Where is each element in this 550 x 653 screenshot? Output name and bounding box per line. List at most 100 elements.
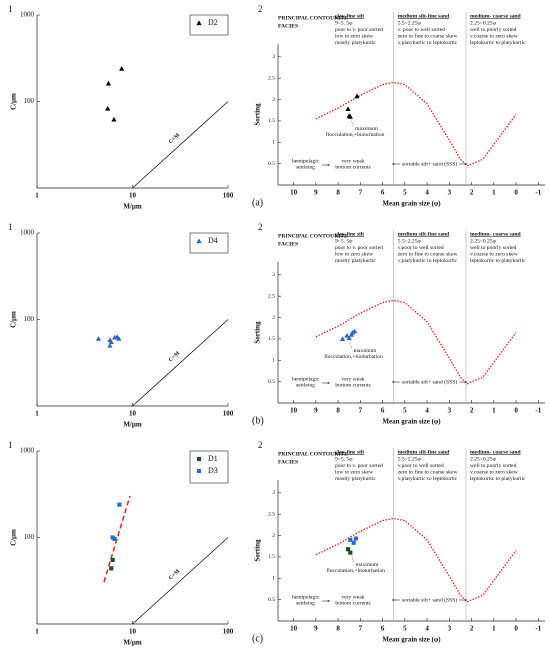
y-tick-label: 100 [24,97,35,105]
x-tick-label: 7 [359,189,363,197]
facies-title: clay-fine silt [335,13,364,19]
x-tick-label: 10 [129,628,137,636]
y-tick-label: 1.5 [268,118,275,124]
x-tick-label: 4 [425,407,429,415]
note-pointer [351,555,354,562]
facies-text: zero to fine to coarse skew [398,32,459,39]
facies-text: leptokurtic to platykurtic [470,40,526,46]
facies-text: 2.25~0.25φ [470,20,497,26]
facies-text: v. poor to well sorted [398,27,446,33]
point [348,537,353,542]
point [348,550,353,555]
y-axis-label: C/μm [10,529,18,546]
y-tick-label: 0.5 [268,161,275,167]
facies-text: well to poorly sorted [470,463,517,469]
facies-text: v.poor to well sorted [398,245,444,251]
facies-heading: FACIES [278,23,298,29]
facies-heading: FACIES [278,241,298,247]
annotation: bottom currents [335,164,370,170]
point [110,557,115,563]
legend-label: D1 [208,454,218,463]
point [339,336,346,341]
annotation: flocculation,+bioturbation [326,567,385,574]
x-tick-label: 1 [492,189,496,197]
y-tick-label: 3 [272,490,275,496]
panel-number: 2 [258,222,263,232]
x-tick-label: 6 [381,407,385,415]
y-tick-label: 100 [24,315,35,323]
arrow-head [392,380,395,384]
facies-title: medium silt-fine sand [398,231,450,237]
x-tick-label: 0 [514,407,518,415]
x-axis-label: Mean grain size (φ) [382,200,441,208]
legend-label: D4 [208,236,218,245]
facies-title: clay-fine silt [335,449,364,455]
x-axis-label: M/μm [123,639,142,647]
arrow-head [327,381,330,385]
legend-label: D3 [208,466,218,475]
panel-number: 1 [8,440,13,450]
x-tick-label: 9 [314,625,318,633]
annotation: sortable silt+ sand (SSS) [402,596,457,603]
point [354,93,360,99]
x-axis-label: M/μm [123,421,142,429]
point [95,336,102,341]
facies-text: low to zero skew [335,33,374,39]
panel-number: 1 [8,4,13,14]
annotation: maximum [356,562,379,568]
facies-title: medium silt-fine sand [398,449,450,455]
trend-curve [315,81,517,167]
facies-text: 2.25~0.25φ [470,238,497,244]
facies-text: 9~5. 5φ [335,20,353,26]
point [114,334,120,339]
annotation: very weak [341,594,364,600]
trend-line [103,495,131,583]
annotation: bottom currents [335,382,370,388]
reference-line [132,537,229,625]
x-tick-label: 9 [314,407,318,415]
y-tick-label: 1 [272,358,275,364]
arrow-head [464,162,467,166]
reference-line [132,101,229,189]
y-axis-label: C/μm [10,93,18,110]
x-tick-label: 100 [223,410,234,418]
facies-text: mostly platykurtic [335,258,376,264]
point [346,335,352,341]
legend-box [189,14,229,36]
legend-marker [196,456,202,462]
cm-plot: 1 1 10 100 100 1000 M/μm C/μm C=M D4 [8,222,234,429]
note-pointer [350,119,354,126]
y-tick-label: 1000 [20,447,35,455]
y-tick-label: 1 [272,576,275,582]
x-axis-label: M/μm [123,203,142,211]
x-tick-label: 2 [470,189,474,197]
x-tick-label: 7 [359,625,363,633]
x-tick-label: 0 [514,625,518,633]
point [111,116,117,122]
arrow-head [392,598,395,602]
y-tick-label: 0.5 [268,379,275,385]
facies-text: leptokurtic to platykurtic [470,258,526,264]
x-tick-label: 1 [492,407,496,415]
x-tick-label: 100 [223,628,234,636]
y-tick-label: 2 [272,97,275,103]
x-tick-label: 2 [470,625,474,633]
x-tick-label: -1 [535,407,541,415]
panel-letter: (b) [252,415,264,426]
facies-text: poor to v. poor sorted [335,245,383,251]
facies-text: well to poorly sorted [470,27,517,33]
x-tick-label: 5 [403,189,407,197]
y-tick-label: 1000 [20,11,35,19]
trend-curve [315,299,517,385]
reference-label: C=M [168,350,182,363]
annotation: settleing [296,164,315,170]
facies-heading: PRINCIPAL CONTOURITE [278,451,348,457]
facies-heading: PRINCIPAL CONTOURITE [278,15,348,21]
facies-text: zero to fine to coarse skew [398,468,459,475]
y-tick-label: 2.5 [268,293,275,299]
facies-text: v.coarse to zero skew [470,33,519,39]
y-tick-label: 1.5 [268,554,275,560]
